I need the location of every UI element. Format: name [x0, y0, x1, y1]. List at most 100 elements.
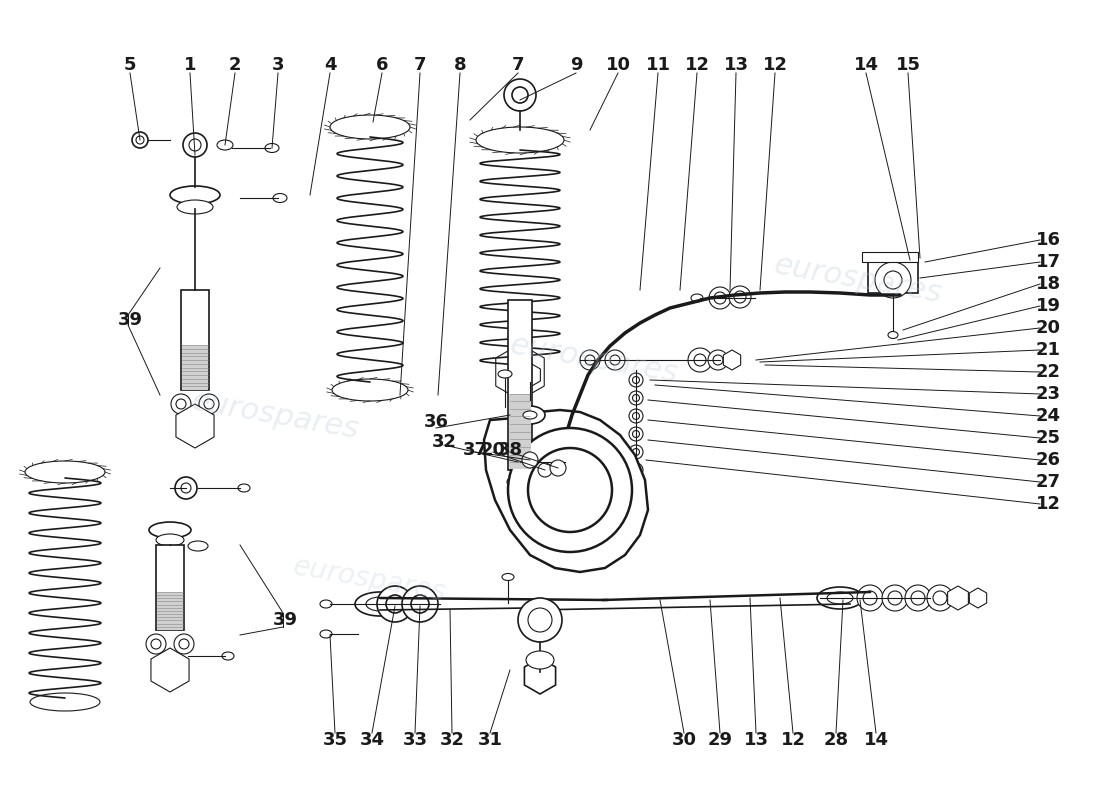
Circle shape	[512, 87, 528, 103]
Ellipse shape	[332, 379, 408, 401]
Circle shape	[504, 79, 536, 111]
Ellipse shape	[30, 693, 100, 711]
Ellipse shape	[476, 127, 564, 153]
Circle shape	[874, 262, 911, 298]
Ellipse shape	[222, 652, 234, 660]
Polygon shape	[969, 588, 987, 608]
Ellipse shape	[691, 294, 703, 302]
Text: 12: 12	[684, 56, 710, 74]
Ellipse shape	[502, 574, 514, 581]
Ellipse shape	[188, 541, 208, 551]
Circle shape	[927, 585, 953, 611]
Ellipse shape	[366, 597, 394, 611]
Text: eurospares: eurospares	[292, 553, 449, 607]
Circle shape	[411, 595, 429, 613]
Ellipse shape	[265, 143, 279, 153]
Ellipse shape	[25, 461, 104, 483]
Text: 18: 18	[1035, 275, 1060, 293]
Text: 39: 39	[273, 611, 297, 629]
Circle shape	[176, 399, 186, 409]
Circle shape	[522, 452, 538, 468]
Text: 10: 10	[605, 56, 630, 74]
Text: 25: 25	[1035, 429, 1060, 447]
Circle shape	[538, 463, 552, 477]
Ellipse shape	[526, 651, 554, 669]
Polygon shape	[525, 658, 556, 694]
Ellipse shape	[507, 475, 534, 489]
Text: 7: 7	[414, 56, 427, 74]
Polygon shape	[519, 363, 540, 387]
Text: 38: 38	[497, 441, 522, 459]
Bar	[868, 258, 918, 293]
Circle shape	[632, 485, 639, 491]
Text: 24: 24	[1035, 407, 1060, 425]
Circle shape	[610, 355, 620, 365]
Text: 6: 6	[376, 56, 388, 74]
Text: 5: 5	[123, 56, 136, 74]
Text: 7: 7	[512, 56, 525, 74]
Text: 8: 8	[453, 56, 466, 74]
Ellipse shape	[156, 534, 184, 546]
Text: 11: 11	[646, 56, 671, 74]
Ellipse shape	[522, 411, 537, 419]
Circle shape	[402, 586, 438, 622]
Circle shape	[170, 394, 191, 414]
Circle shape	[882, 585, 908, 611]
Circle shape	[688, 348, 712, 372]
Circle shape	[629, 463, 644, 477]
Circle shape	[694, 354, 706, 366]
Text: 27: 27	[1035, 473, 1060, 491]
Text: eurospares: eurospares	[771, 251, 945, 309]
Circle shape	[508, 428, 632, 552]
Text: 16: 16	[1035, 231, 1060, 249]
Text: 1: 1	[184, 56, 196, 74]
Bar	[182, 345, 208, 390]
Ellipse shape	[148, 522, 191, 538]
Circle shape	[933, 591, 947, 605]
Polygon shape	[508, 484, 532, 512]
Circle shape	[734, 291, 746, 303]
Ellipse shape	[217, 140, 233, 150]
Circle shape	[864, 591, 877, 605]
Bar	[508, 300, 532, 470]
Circle shape	[857, 585, 883, 611]
Text: 36: 36	[424, 413, 449, 431]
Circle shape	[179, 639, 189, 649]
Circle shape	[905, 585, 931, 611]
Ellipse shape	[238, 484, 250, 492]
Circle shape	[713, 355, 723, 365]
Text: 37: 37	[462, 441, 487, 459]
Circle shape	[174, 634, 194, 654]
Ellipse shape	[330, 115, 410, 139]
Circle shape	[714, 292, 726, 304]
Circle shape	[632, 449, 639, 455]
Text: 12: 12	[1035, 495, 1060, 513]
Text: 13: 13	[744, 731, 769, 749]
Text: 14: 14	[864, 731, 889, 749]
Text: 19: 19	[1035, 297, 1060, 315]
Text: eurospares: eurospares	[507, 331, 681, 389]
Text: 30: 30	[671, 731, 696, 749]
Circle shape	[632, 413, 639, 419]
Ellipse shape	[320, 600, 332, 608]
Circle shape	[199, 394, 219, 414]
Text: eurospares: eurospares	[188, 387, 362, 445]
Circle shape	[629, 409, 644, 423]
Circle shape	[518, 598, 562, 642]
Circle shape	[182, 483, 191, 493]
Circle shape	[204, 399, 214, 409]
Circle shape	[377, 586, 412, 622]
Text: 34: 34	[360, 731, 385, 749]
Circle shape	[528, 608, 552, 632]
Ellipse shape	[498, 370, 512, 378]
Text: 12: 12	[781, 731, 805, 749]
Circle shape	[632, 466, 639, 474]
Bar	[156, 545, 184, 630]
Ellipse shape	[817, 587, 864, 609]
Polygon shape	[176, 404, 214, 448]
Text: 33: 33	[403, 731, 428, 749]
Bar	[157, 592, 183, 630]
Text: 9: 9	[570, 56, 582, 74]
Circle shape	[884, 271, 902, 289]
Ellipse shape	[355, 592, 405, 616]
